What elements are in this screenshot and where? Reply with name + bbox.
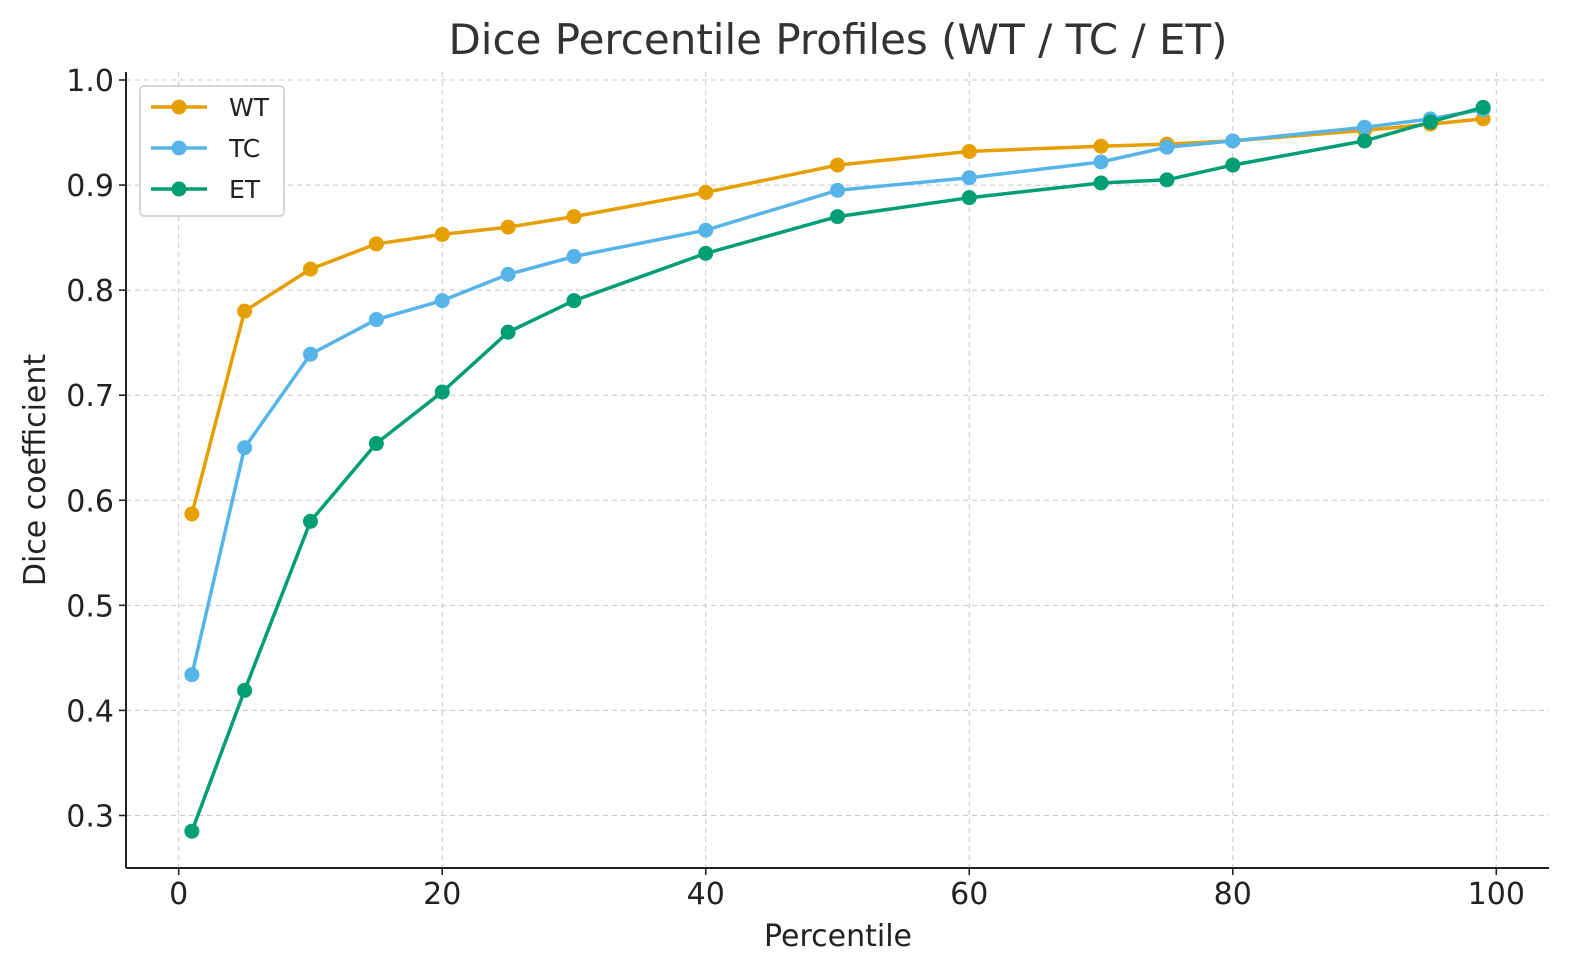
series-wt-point xyxy=(434,226,450,242)
series-wt-point xyxy=(368,236,384,252)
series-layer xyxy=(184,99,1491,839)
series-tc-point xyxy=(698,222,714,238)
legend-label-tc: TC xyxy=(228,134,260,163)
y-tick-label: 1.0 xyxy=(66,64,114,99)
series-tc-point xyxy=(500,266,516,282)
x-tick-label: 80 xyxy=(1214,877,1252,912)
series-et-point xyxy=(434,384,450,400)
y-tick-label: 0.8 xyxy=(66,274,114,309)
series-et-point xyxy=(1422,114,1438,130)
series-et-point xyxy=(500,324,516,340)
series-et xyxy=(184,99,1491,839)
series-et-point xyxy=(566,293,582,309)
series-et-point xyxy=(302,513,318,529)
grid xyxy=(126,72,1549,868)
x-tick-label: 0 xyxy=(169,877,188,912)
series-wt-point xyxy=(237,303,253,319)
x-tick-label: 40 xyxy=(687,877,725,912)
y-tick-label: 0.5 xyxy=(66,589,114,624)
legend-item-tc: TC xyxy=(151,134,260,163)
series-tc-point xyxy=(1357,119,1373,135)
y-tick-label: 0.6 xyxy=(66,484,114,519)
legend-item-wt: WT xyxy=(151,93,270,122)
legend-marker-tc xyxy=(171,140,187,156)
series-wt-point xyxy=(1093,138,1109,154)
series-tc-point xyxy=(434,293,450,309)
series-tc-point xyxy=(830,182,845,198)
series-wt-point xyxy=(500,219,516,235)
y-tick-label: 0.9 xyxy=(66,169,114,204)
series-tc-point xyxy=(184,667,200,683)
y-tick-label: 0.3 xyxy=(66,799,114,834)
series-tc-point xyxy=(1159,139,1175,155)
series-et-point xyxy=(698,245,714,261)
series-tc-line xyxy=(190,107,1484,676)
series-wt-point xyxy=(184,506,200,522)
legend-label-wt: WT xyxy=(229,93,270,122)
x-tick-label: 60 xyxy=(950,877,988,912)
series-et-line xyxy=(190,105,1484,832)
series-tc-point xyxy=(1093,154,1109,170)
series-et-point xyxy=(1159,172,1175,188)
series-et-point xyxy=(1093,175,1109,191)
series-tc xyxy=(184,101,1491,683)
series-et-point xyxy=(237,682,253,698)
legend-marker-wt xyxy=(171,99,187,115)
series-et-point xyxy=(184,823,200,839)
y-tick-label: 0.4 xyxy=(66,694,114,729)
series-et-point xyxy=(961,190,977,206)
series-wt-point xyxy=(302,261,318,277)
series-wt-point xyxy=(961,143,977,159)
chart-title: Dice Percentile Profiles (WT / TC / ET) xyxy=(448,15,1227,64)
series-tc-point xyxy=(566,249,582,265)
series-tc-point xyxy=(237,440,253,456)
y-tick-label: 0.7 xyxy=(66,379,114,414)
series-wt-point xyxy=(830,157,845,173)
x-tick-label: 20 xyxy=(423,877,461,912)
series-wt-point xyxy=(698,184,714,200)
x-tick-label: 100 xyxy=(1468,877,1525,912)
series-et-point xyxy=(368,436,384,452)
series-tc-point xyxy=(961,170,977,186)
series-tc-point xyxy=(1225,133,1241,149)
legend-item-et: ET xyxy=(151,175,261,204)
series-et-point xyxy=(1475,99,1491,115)
series-et-point xyxy=(1225,157,1241,173)
series-tc-point xyxy=(368,312,384,328)
series-tc-point xyxy=(302,346,318,362)
ticks: 0 20 40 60 80 100 0.3 0.4 0.5 0.6 0.7 0.8 0.9 1.0 xyxy=(66,64,1525,912)
y-axis-label: Dice coefficient xyxy=(18,354,53,587)
series-et-point xyxy=(830,209,845,225)
series-et-point xyxy=(1357,133,1373,149)
series-wt-point xyxy=(566,209,582,225)
legend-label-et: ET xyxy=(229,175,261,204)
legend-marker-et xyxy=(171,181,187,197)
x-axis-label: Percentile xyxy=(764,919,912,954)
legend: WT TC ET xyxy=(139,85,285,217)
